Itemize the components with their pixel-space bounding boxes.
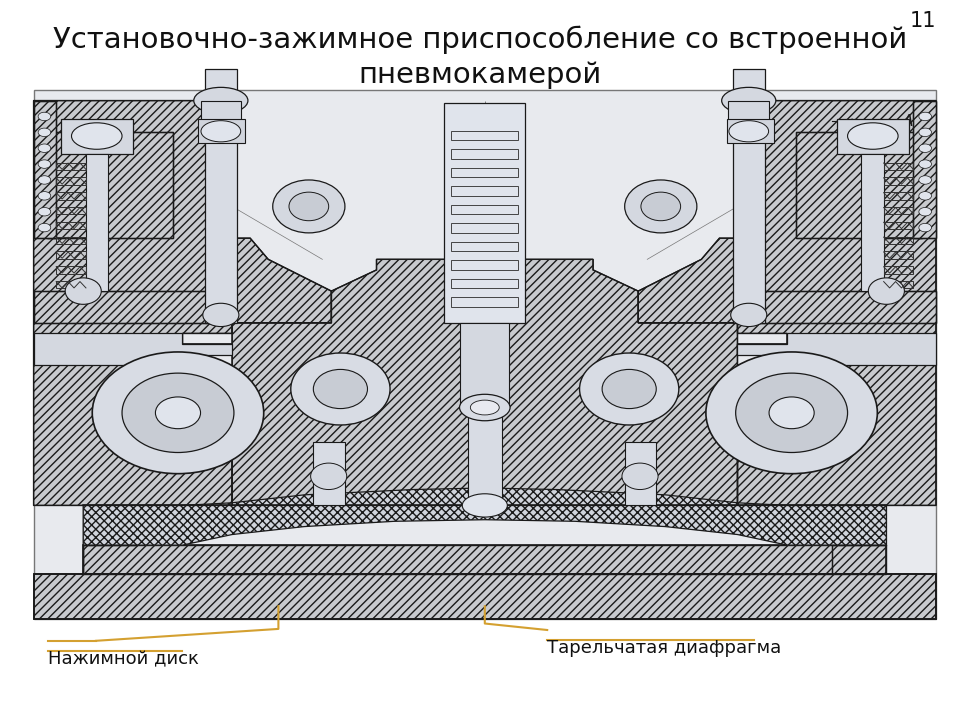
Bar bbox=[34, 101, 56, 238]
Ellipse shape bbox=[722, 87, 776, 114]
Ellipse shape bbox=[919, 207, 931, 216]
Ellipse shape bbox=[122, 373, 234, 452]
Ellipse shape bbox=[92, 352, 264, 474]
Ellipse shape bbox=[38, 192, 51, 200]
Ellipse shape bbox=[470, 400, 499, 415]
Ellipse shape bbox=[38, 223, 51, 232]
Ellipse shape bbox=[735, 373, 848, 452]
Bar bbox=[84, 545, 886, 575]
Bar bbox=[198, 119, 245, 143]
Ellipse shape bbox=[602, 369, 657, 408]
Bar bbox=[313, 442, 345, 505]
Ellipse shape bbox=[706, 352, 877, 474]
Text: Нажимной диск: Нажимной диск bbox=[48, 650, 199, 668]
Polygon shape bbox=[84, 488, 886, 545]
Ellipse shape bbox=[203, 303, 239, 327]
Ellipse shape bbox=[291, 353, 390, 425]
Bar bbox=[796, 132, 923, 238]
Bar bbox=[861, 153, 883, 291]
Ellipse shape bbox=[463, 494, 507, 517]
Ellipse shape bbox=[919, 160, 931, 168]
Polygon shape bbox=[34, 291, 232, 323]
Ellipse shape bbox=[919, 223, 931, 232]
Bar bbox=[733, 69, 764, 323]
Text: Установочно-зажимное приспособление со встроенной
пневмокамерой: Установочно-зажимное приспособление со в… bbox=[53, 25, 907, 89]
Text: 11: 11 bbox=[909, 11, 936, 31]
Bar bbox=[451, 186, 518, 196]
Ellipse shape bbox=[273, 180, 345, 233]
Bar bbox=[47, 132, 174, 238]
Bar bbox=[451, 279, 518, 289]
Ellipse shape bbox=[311, 463, 347, 490]
Bar bbox=[625, 442, 657, 505]
Bar bbox=[451, 223, 518, 233]
Polygon shape bbox=[638, 101, 936, 505]
Ellipse shape bbox=[919, 144, 931, 153]
Ellipse shape bbox=[289, 192, 328, 221]
Bar bbox=[86, 153, 108, 291]
Polygon shape bbox=[84, 505, 137, 575]
Bar bbox=[451, 297, 518, 307]
Bar bbox=[47, 132, 174, 238]
Bar bbox=[451, 168, 518, 177]
Polygon shape bbox=[737, 333, 936, 365]
Bar bbox=[837, 119, 909, 153]
Ellipse shape bbox=[38, 128, 51, 137]
Bar bbox=[461, 323, 509, 408]
Ellipse shape bbox=[731, 303, 767, 327]
Polygon shape bbox=[232, 259, 737, 505]
Polygon shape bbox=[137, 323, 832, 505]
Ellipse shape bbox=[460, 395, 510, 420]
Ellipse shape bbox=[641, 192, 681, 221]
Bar bbox=[205, 69, 236, 323]
Ellipse shape bbox=[38, 144, 51, 153]
Ellipse shape bbox=[65, 278, 102, 305]
Bar bbox=[451, 261, 518, 270]
Text: Тарельчатая диафрагма: Тарельчатая диафрагма bbox=[547, 639, 781, 657]
Ellipse shape bbox=[71, 123, 122, 149]
Bar bbox=[451, 149, 518, 159]
Ellipse shape bbox=[919, 176, 931, 184]
Ellipse shape bbox=[201, 121, 241, 142]
Ellipse shape bbox=[848, 123, 899, 149]
Ellipse shape bbox=[622, 463, 658, 490]
Bar bbox=[444, 103, 525, 323]
Bar bbox=[451, 204, 518, 215]
Bar bbox=[914, 101, 936, 238]
Bar bbox=[914, 101, 936, 238]
Ellipse shape bbox=[729, 121, 769, 142]
Bar bbox=[451, 131, 518, 140]
Bar bbox=[729, 101, 769, 122]
Ellipse shape bbox=[580, 353, 679, 425]
Polygon shape bbox=[737, 291, 936, 323]
Ellipse shape bbox=[38, 207, 51, 216]
Bar bbox=[468, 405, 502, 505]
Ellipse shape bbox=[38, 112, 51, 121]
Text: А: А bbox=[902, 114, 913, 130]
Ellipse shape bbox=[194, 87, 248, 114]
Ellipse shape bbox=[38, 160, 51, 168]
Polygon shape bbox=[832, 505, 886, 575]
Polygon shape bbox=[34, 333, 232, 365]
Bar bbox=[34, 90, 936, 619]
Bar bbox=[451, 242, 518, 251]
Ellipse shape bbox=[919, 112, 931, 121]
Bar bbox=[84, 545, 886, 575]
Bar bbox=[34, 575, 936, 619]
Ellipse shape bbox=[868, 278, 904, 305]
Ellipse shape bbox=[919, 128, 931, 137]
Ellipse shape bbox=[919, 192, 931, 200]
Bar bbox=[34, 101, 56, 238]
Bar bbox=[727, 119, 774, 143]
Bar bbox=[60, 119, 132, 153]
Polygon shape bbox=[34, 101, 331, 505]
Ellipse shape bbox=[625, 180, 697, 233]
Ellipse shape bbox=[156, 397, 201, 428]
Bar bbox=[34, 575, 936, 619]
Bar bbox=[796, 132, 923, 238]
Ellipse shape bbox=[313, 369, 368, 408]
Ellipse shape bbox=[38, 176, 51, 184]
Bar bbox=[201, 101, 241, 122]
Ellipse shape bbox=[769, 397, 814, 428]
